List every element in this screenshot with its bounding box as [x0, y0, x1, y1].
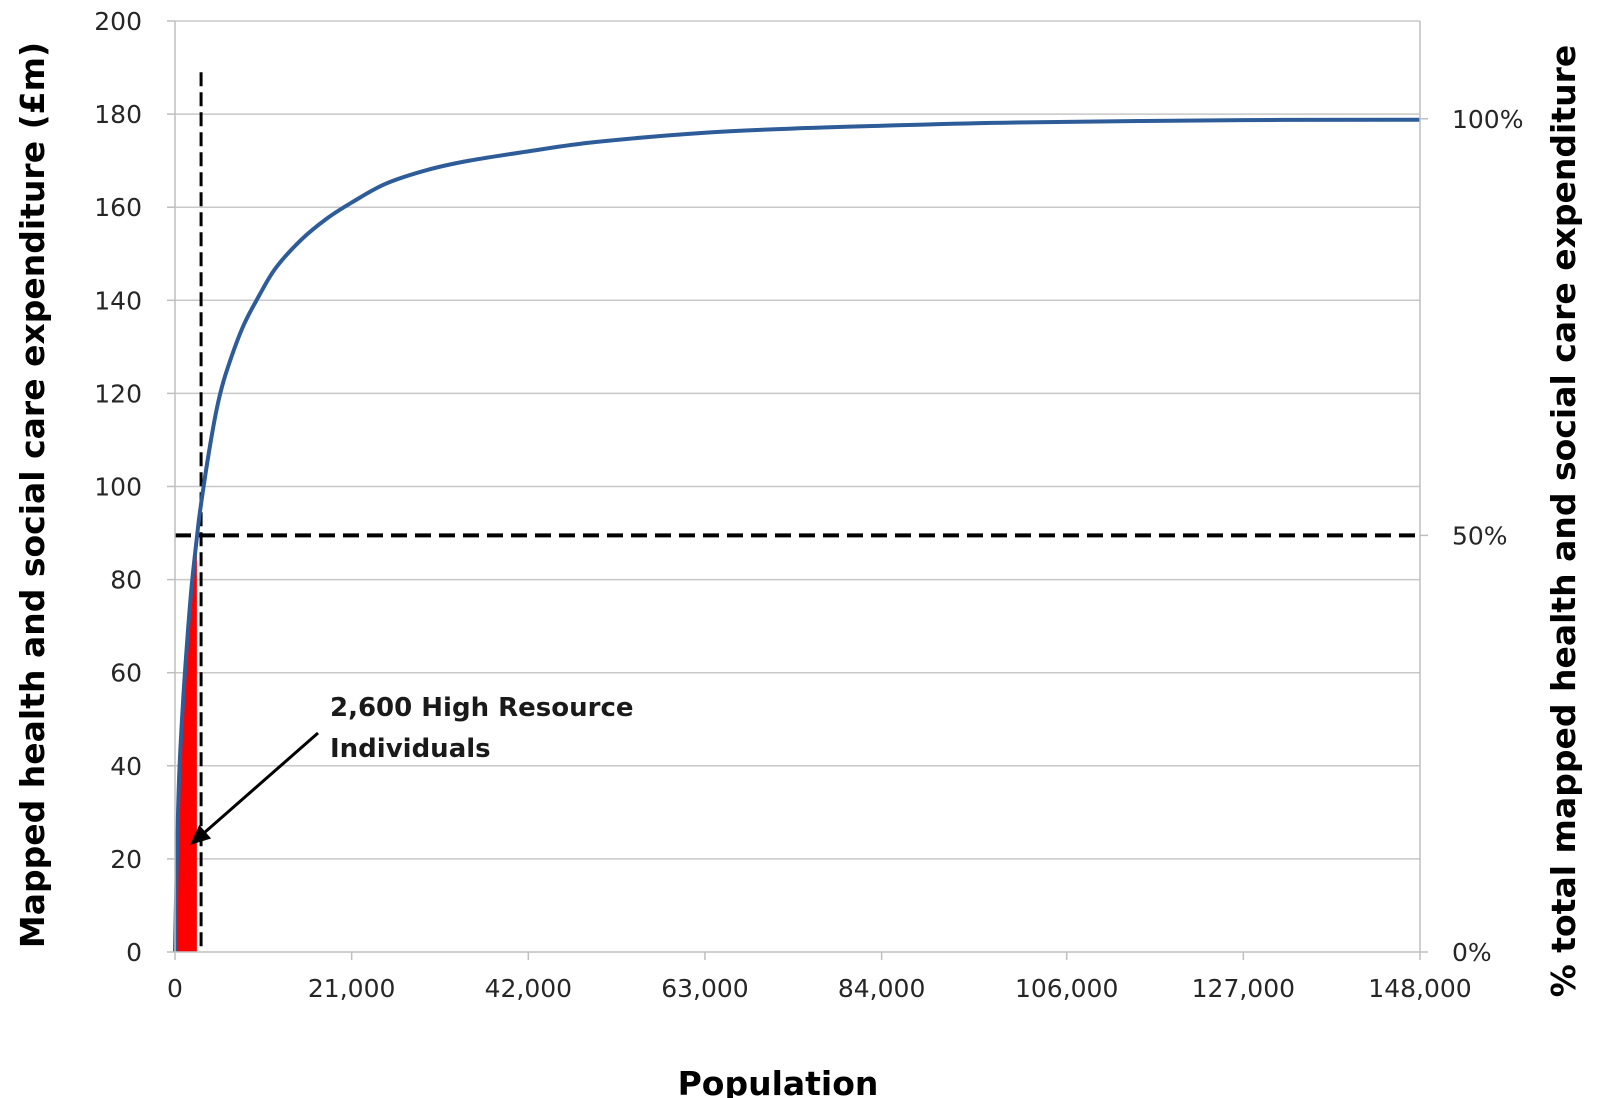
annotation-arrow-head — [190, 824, 212, 845]
shaded-region-layer — [175, 537, 197, 952]
annotation-line-1: 2,600 High Resource — [330, 693, 634, 723]
y-tick-label-3: 60 — [110, 659, 142, 688]
y-axis-title: Mapped health and social care expenditur… — [13, 42, 52, 948]
series-layer — [173, 117, 1421, 953]
y-tick-label-1: 20 — [110, 845, 142, 874]
x-tick-label-5: 106,000 — [1015, 974, 1118, 1003]
y2-tick-label-2: 100% — [1452, 105, 1523, 134]
y2-tick-label-0: 0% — [1452, 938, 1492, 967]
x-tick-label-2: 42,000 — [485, 974, 572, 1003]
y-tick-label-4: 80 — [110, 566, 142, 595]
x-tick-label-6: 127,000 — [1192, 974, 1295, 1003]
x-tick-label-1: 21,000 — [308, 974, 395, 1003]
axes — [167, 20, 1428, 960]
shaded-region — [175, 537, 197, 952]
gridlines — [175, 20, 1420, 860]
annotation-arrow-shaft — [195, 731, 319, 842]
y-tick-label-10: 200 — [94, 7, 142, 36]
reference-lines-layer — [175, 72, 1420, 952]
y-tick-label-8: 160 — [94, 193, 142, 222]
annotation-line-2: Individuals — [330, 734, 491, 764]
series-line — [173, 117, 1421, 953]
annotation: 2,600 High Resource Individuals — [190, 693, 634, 845]
y-tick-label-6: 120 — [94, 379, 142, 408]
y-tick-label-0: 0 — [126, 938, 142, 967]
tick-labels: 0 21,000 42,000 63,000 84,000 106,000 127,000 1… — [94, 7, 1523, 1003]
x-axis-title: Population — [678, 1064, 879, 1098]
x-tick-label-0: 0 — [167, 974, 183, 1003]
y-tick-label-5: 100 — [94, 473, 142, 502]
y2-axis-title: % total mapped health and social care ex… — [1544, 45, 1583, 998]
y-tick-label-2: 40 — [110, 752, 142, 781]
y-tick-label-7: 140 — [94, 286, 142, 315]
y-tick-label-9: 180 — [94, 100, 142, 129]
x-tick-label-4: 84,000 — [838, 974, 925, 1003]
y2-tick-label-1: 50% — [1452, 521, 1508, 550]
x-tick-label-7: 148,000 — [1368, 974, 1471, 1003]
x-tick-label-3: 63,000 — [661, 974, 748, 1003]
